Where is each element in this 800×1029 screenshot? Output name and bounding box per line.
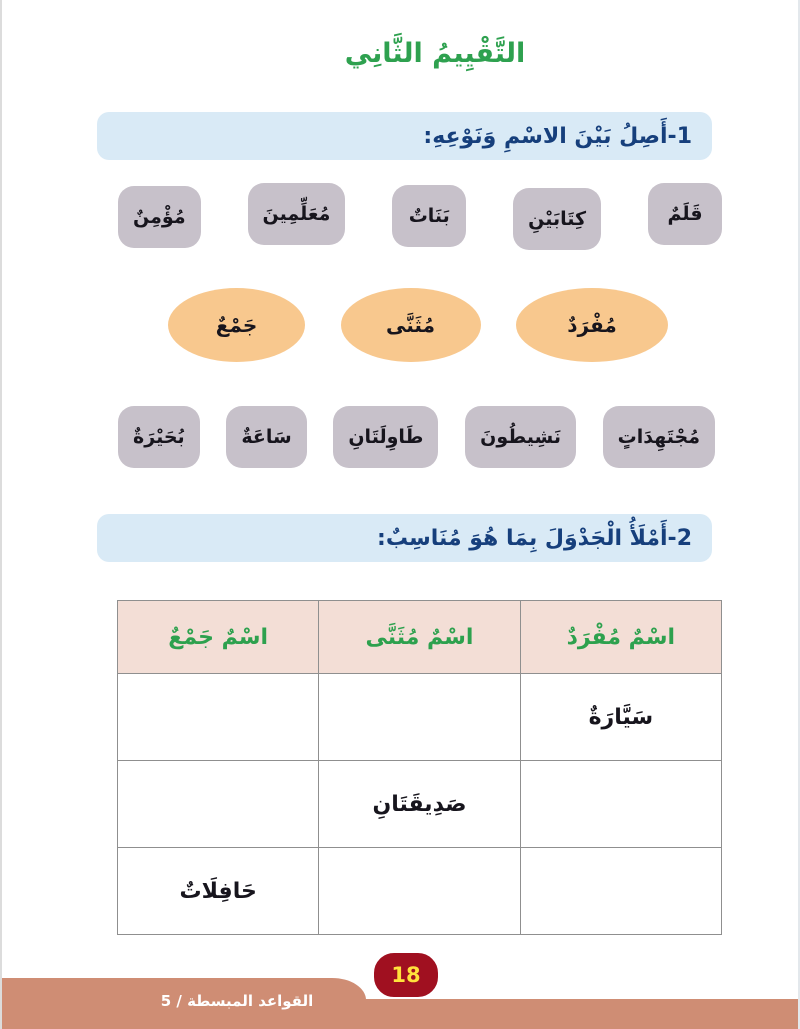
noun-types-table: اسْمٌ مُفْرَدٌ اسْمٌ مُثَنَّى اسْمٌ جَمْ… [116,600,723,935]
word-card: مُؤْمِنٌ [118,186,201,248]
table-header-dual: اسْمٌ مُثَنَّى [318,600,521,674]
word-card: مُجْتَهِدَاتٍ [602,406,715,468]
table-cell [519,760,723,848]
table-header-plural: اسْمٌ جَمْعٌ [116,600,320,674]
section-1-header: 1-أَصِلُ بَيْنَ الاسْمِ وَنَوْعِهِ: [97,112,712,160]
bottom-words-row: مُجْتَهِدَاتٍ نَشِيطُونَ طَاوِلَتَانِ سَ… [118,406,715,468]
footer-book-title: القواعد المبسطة / 5 [160,992,314,1010]
table-cell [318,673,521,761]
section-2-heading-text: 2-أَمْلَأُ الْجَدْوَلَ بِمَا هُوَ مُنَاس… [377,525,692,551]
word-card: قَلَمٌ [648,183,722,245]
footer-strip-raised [2,978,366,1029]
table-row: حَافِلَاتٌ [116,847,723,935]
word-card: بَنَاتٌ [392,185,467,247]
section-2-header: 2-أَمْلَأُ الْجَدْوَلَ بِمَا هُوَ مُنَاس… [97,514,712,562]
top-words-row: قَلَمٌ كِتَابَيْنِ بَنَاتٌ مُعَلِّمِينَ … [118,183,722,250]
table-cell [116,760,320,848]
table-cell [318,847,521,935]
table-row: صَدِيقَتَانِ [116,760,723,848]
table-header-row: اسْمٌ مُفْرَدٌ اسْمٌ مُثَنَّى اسْمٌ جَمْ… [116,600,723,674]
table-cell: حَافِلَاتٌ [116,847,320,935]
table-row: سَيَّارَةٌ [116,673,723,761]
category-ellipse: مُفْرَدٌ [516,288,668,362]
word-card: نَشِيطُونَ [465,406,576,468]
word-card: كِتَابَيْنِ [513,188,602,250]
categories-row: مُفْرَدٌ مُثَنَّى جَمْعٌ [168,288,668,362]
category-ellipse: مُثَنَّى [340,288,481,362]
word-card: مُعَلِّمِينَ [247,183,346,245]
section-1-heading-text: 1-أَصِلُ بَيْنَ الاسْمِ وَنَوْعِهِ: [423,123,692,149]
page-number-badge: 18 [372,951,440,999]
table-cell [519,847,723,935]
table-cell: صَدِيقَتَانِ [318,760,521,848]
word-card: سَاعَةٌ [226,406,307,468]
word-card: طَاوِلَتَانِ [333,406,439,468]
page-title: التَّقْيِيمُ الثَّانِي [344,38,526,69]
table-cell [116,673,320,761]
word-card: بُحَيْرَةٌ [118,406,200,468]
table-header-singular: اسْمٌ مُفْرَدٌ [519,600,723,674]
category-ellipse: جَمْعٌ [168,288,305,362]
table-cell: سَيَّارَةٌ [519,673,723,761]
